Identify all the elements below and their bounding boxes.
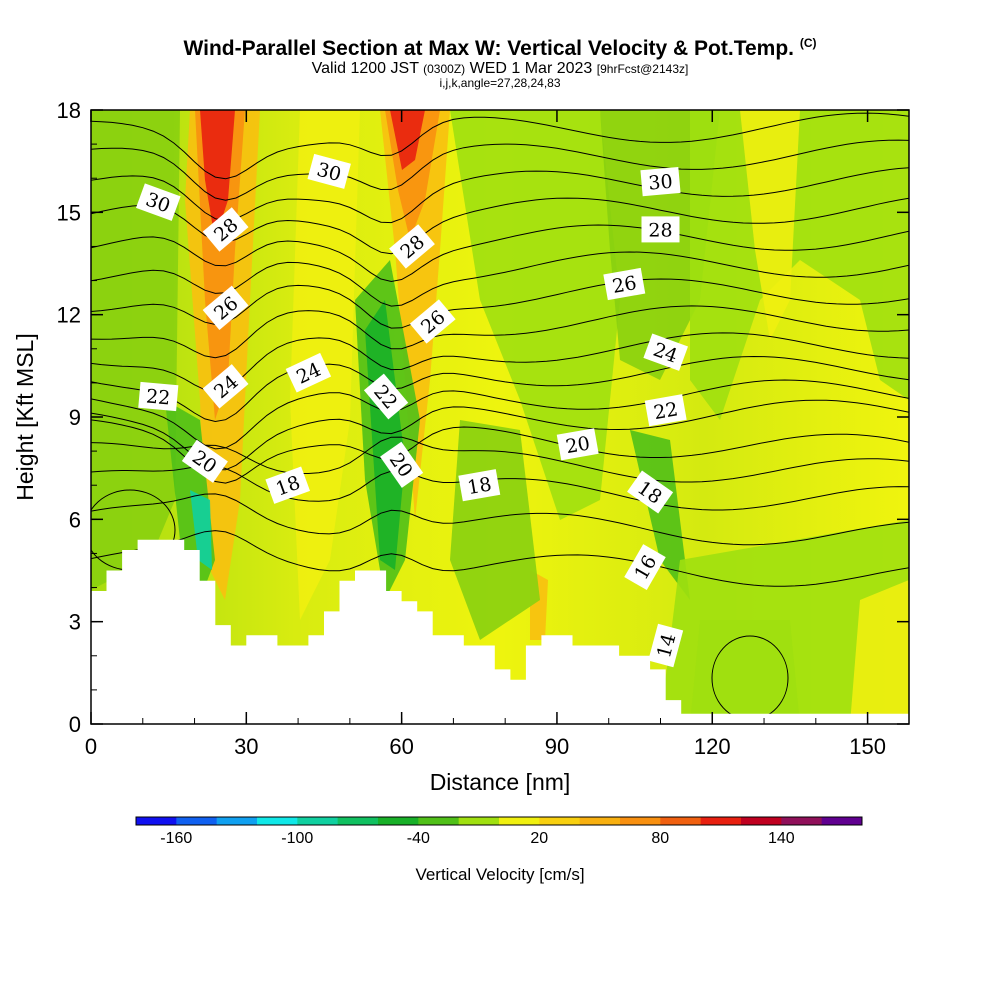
x-tick-label: 90 [545,734,569,759]
colorbar-swatch [418,817,460,825]
colorbar-swatch [620,817,661,825]
x-tick-label: 60 [389,734,413,759]
contour-label: 18 [458,469,501,502]
colorbar-tick-label: 20 [530,830,548,847]
colorbar-swatch [458,817,500,825]
colorbar: -160 -100 -40 20 80 140 [135,816,863,847]
colorbar-tick-label: -40 [407,830,430,847]
contour-label: 22 [138,381,179,412]
y-tick-label: 15 [57,200,81,225]
colorbar-swatch [700,817,742,825]
chart-subtitle: Valid 1200 JST (0300Z) WED 1 Mar 2023 [9… [311,60,689,77]
colorbar-swatch [337,817,379,825]
contour-label: 30 [307,153,351,189]
colorbar-swatch [660,817,702,825]
y-tick-label: 18 [57,98,81,123]
colorbar-label: Vertical Velocity [cm/s] [415,865,584,884]
chart-title: Wind-Parallel Section at Max W: Vertical… [183,36,817,60]
contour-label: 14 [648,623,684,668]
y-tick-label: 6 [69,507,81,532]
contour-label-text: 28 [648,219,672,241]
y-tick-label: 9 [69,405,81,430]
colorbar-swatch [741,817,782,825]
velocity-field [91,110,909,724]
x-tick-label: 150 [849,734,886,759]
contour-label-text: 20 [564,432,592,458]
colorbar-swatch [297,817,339,825]
contour-label-text: 26 [611,272,639,298]
contour-label: 20 [556,428,599,461]
x-axis-label: Distance [nm] [430,769,571,795]
x-tick-label: 30 [234,734,258,759]
y-axis-label: Height [Kft MSL] [12,333,38,500]
contour-label-text: 22 [145,385,171,409]
colorbar-tick-label: 140 [768,830,795,847]
colorbar-swatch [539,817,581,825]
colorbar-swatch [781,817,823,825]
contour-label: 30 [640,166,681,197]
theta-contours [91,112,909,721]
contour-label: 26 [603,267,646,301]
colorbar-swatch [499,817,540,825]
colorbar-swatch [378,817,419,825]
colorbar-swatch [821,817,863,825]
y-tick-label: 12 [57,303,81,328]
colorbar-swatch [257,817,298,825]
x-tick-label: 0 [85,734,97,759]
colorbar-tick-label: 80 [651,830,669,847]
contour-label: 28 [641,216,680,243]
terrain [91,539,909,724]
axes: 0 30 60 90 120 150 0 3 6 9 12 15 18 [57,98,909,759]
contour-label-text: 22 [652,398,680,424]
y-tick-label: 0 [69,712,81,737]
contour-label-text: 30 [648,171,674,195]
colorbar-tick-label: -160 [160,830,192,847]
contour-label: 22 [644,394,687,427]
colorbar-swatch [216,817,258,825]
colorbar-tick-label: -100 [281,830,313,847]
contour-label-text: 18 [466,473,494,499]
y-tick-label: 3 [69,610,81,635]
grid-info: i,j,k,angle=27,28,24,83 [439,76,561,90]
colorbar-swatch [579,817,621,825]
colorbar-swatch [136,817,177,825]
colorbar-swatch [176,817,218,825]
x-tick-label: 120 [694,734,731,759]
